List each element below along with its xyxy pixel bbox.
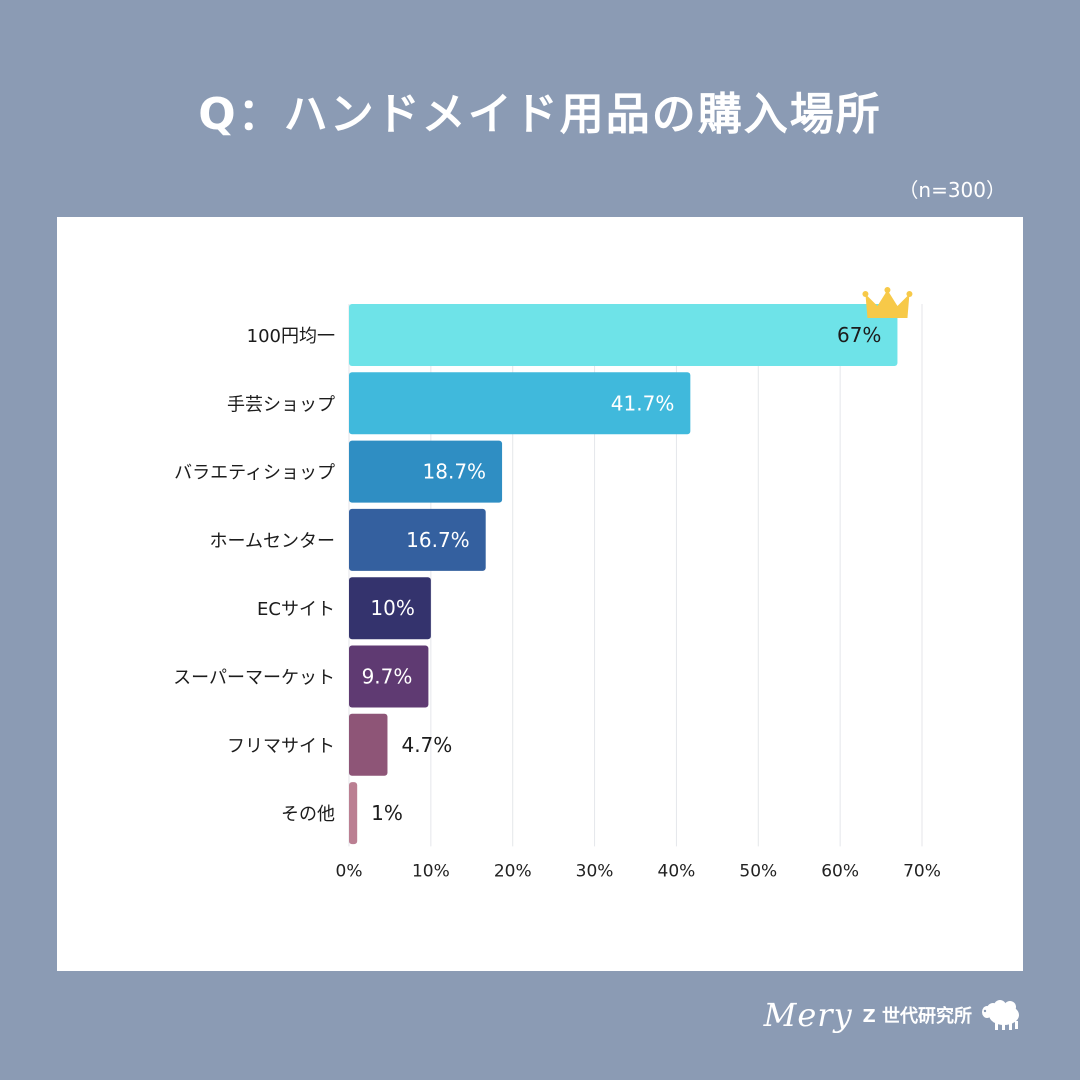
chart-title: Q：ハンドメイド用品の購入場所: [198, 89, 882, 140]
data-label: 16.7%: [406, 528, 470, 552]
data-label: 4.7%: [401, 733, 452, 757]
x-tick-label: 0%: [336, 861, 363, 881]
sample-size: （n=300）: [898, 178, 1006, 202]
category-label: その他: [281, 804, 335, 825]
bar: [349, 304, 898, 366]
category-label: ECサイト: [257, 599, 335, 620]
category-label: ホームセンター: [210, 531, 335, 552]
sheep-icon: [982, 1000, 1019, 1030]
crown-icon: [906, 291, 913, 297]
brand-logo-text: Z 世代研究所: [862, 1006, 972, 1027]
x-tick-label: 30%: [576, 861, 614, 881]
bar: [349, 508, 486, 571]
data-label: 67%: [837, 323, 881, 347]
x-tick-label: 70%: [903, 861, 941, 881]
bar: [349, 713, 388, 776]
crown-icon: [884, 287, 891, 293]
chart-card: 0% 10% 20% 30% 40% 50% 60% 70% 100円均一 67% 手芸ショップ 41…: [57, 217, 1023, 971]
x-tick-label: 10%: [412, 861, 450, 881]
category-label: バラエティショップ: [174, 463, 335, 484]
category-label: 100円均一: [247, 326, 335, 347]
category-label: スーパーマーケット: [173, 668, 335, 689]
data-label: 9.7%: [362, 665, 413, 689]
bar: [349, 782, 358, 845]
crown-icon: [862, 291, 869, 297]
brand-footer: Mery Z 世代研究所: [764, 996, 1024, 1034]
brand-logo-script: Mery: [763, 996, 853, 1034]
data-label: 10%: [370, 596, 414, 620]
category-label: フリマサイト: [227, 736, 335, 757]
data-label: 1%: [371, 801, 403, 825]
crown-icon: [865, 290, 910, 318]
x-tick-label: 60%: [821, 861, 859, 881]
x-tick-label: 40%: [658, 861, 696, 881]
data-label: 41.7%: [611, 391, 675, 415]
bar: [349, 372, 691, 435]
bar: [349, 577, 431, 640]
category-label: 手芸ショップ: [227, 394, 335, 415]
x-tick-label: 20%: [494, 861, 532, 881]
data-label: 18.7%: [423, 460, 487, 484]
bar: [349, 440, 503, 503]
x-tick-label: 50%: [739, 861, 777, 881]
bar-chart: 0% 10% 20% 30% 40% 50% 60% 70% 100円均一 67% 手芸ショップ 41…: [173, 287, 941, 881]
bar: [349, 645, 429, 708]
